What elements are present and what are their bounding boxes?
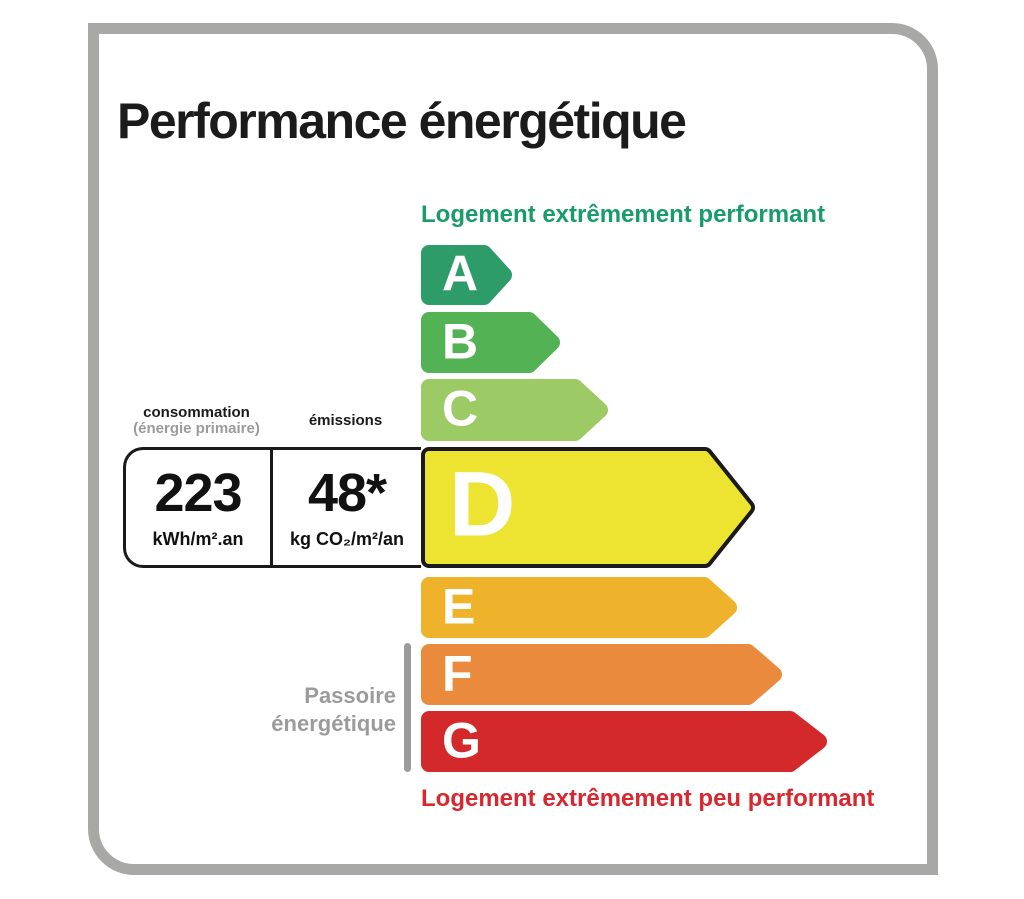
class-letter-g: G [442,712,481,768]
passoire-label-line1: Passoire [304,683,396,708]
arrow-shape-g [421,711,827,772]
class-letter-d: D [449,452,516,555]
class-letter-a: A [442,245,479,302]
bottom-performance-label: Logement extrêmement peu performant [421,785,875,812]
passoire-label-line2: énergétique [271,711,396,736]
class-arrow-c: C [421,379,608,441]
class-letter-f: F [442,645,473,701]
consumption-header: consommation (énergie primaire) [123,405,270,437]
class-arrow-g: G [421,711,827,772]
consumption-value: 223 [154,462,242,523]
emissions-header: émissions [270,413,421,429]
consumption-unit: kWh/m².an [152,528,244,549]
arrow-shape-b [421,312,560,373]
page-title: Performance énergétique [117,93,687,149]
class-arrow-b: B [421,312,560,373]
emissions-header-line1: émissions [308,412,383,429]
class-letter-b: B [442,313,479,369]
arrow-shape-e [421,577,737,638]
passoire-bracket-bar [404,643,411,772]
consumption-header-line2: (énergie primaire) [133,420,260,437]
emissions-cell: 48* kg CO₂/m²/an [273,450,421,565]
consumption-cell: 223 kWh/m².an [126,450,273,565]
arrow-shape-d [421,447,755,568]
arrow-shape-c [421,379,608,441]
class-letter-e: E [442,578,476,634]
top-performance-label: Logement extrêmement performant [421,201,826,228]
class-arrow-f: F [421,644,782,705]
consumption-header-line1: consommation [143,404,250,421]
values-box: 223 kWh/m².an 48* kg CO₂/m²/an [123,447,421,568]
class-arrow-d: D [421,447,755,568]
emissions-value: 48* [307,462,387,523]
class-arrow-e: E [421,577,737,638]
passoire-label: Passoire énergétique [271,682,396,738]
arrow-shape-f [421,644,782,705]
arrow-shape-a [421,245,512,305]
class-letter-c: C [442,380,479,437]
class-arrow-a: A [421,245,512,305]
emissions-unit: kg CO₂/m²/an [289,528,404,549]
